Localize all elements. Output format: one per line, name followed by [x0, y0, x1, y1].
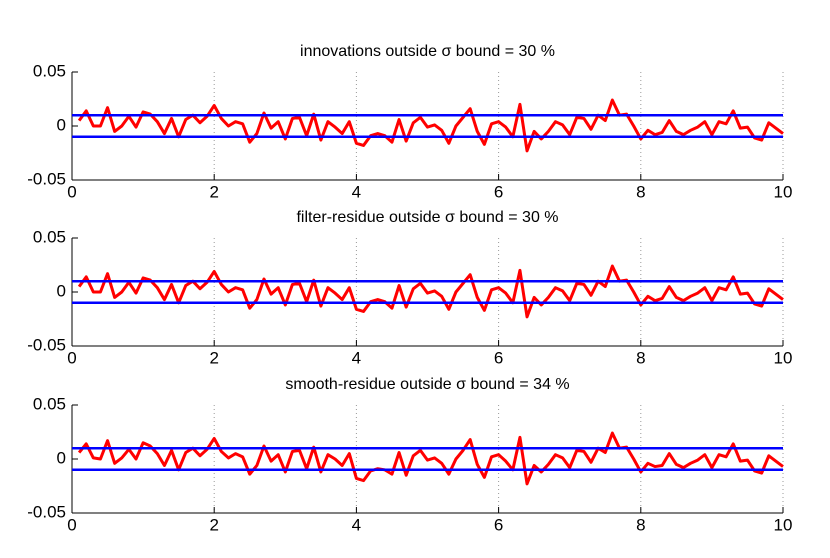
x-tick-label: 4 [352, 348, 361, 367]
residual-line [77, 431, 784, 486]
x-tick-label: 0 [67, 182, 76, 201]
residual-line [77, 98, 784, 153]
y-tick-label: 0.05 [33, 227, 66, 246]
y-tick-label: -0.05 [27, 335, 66, 354]
x-tick-label: 2 [209, 348, 218, 367]
subplot-title: smooth-residue outside σ bound = 34 % [285, 376, 569, 393]
y-tick-label: 0 [57, 448, 66, 467]
y-tick-label: 0.05 [33, 394, 66, 413]
x-tick-label: 10 [774, 182, 793, 201]
subplot-title: filter-residue outside σ bound = 30 % [296, 209, 558, 226]
x-tick-label: 4 [352, 515, 361, 534]
x-tick-label: 6 [494, 182, 503, 201]
x-tick-label: 8 [636, 182, 645, 201]
x-tick-label: 8 [636, 348, 645, 367]
y-tick-label: 0 [57, 281, 66, 300]
x-tick-label: 8 [636, 515, 645, 534]
x-tick-label: 10 [774, 348, 793, 367]
x-tick-label: 0 [67, 348, 76, 367]
residual-line [77, 264, 784, 319]
y-tick-label: -0.05 [27, 502, 66, 521]
x-tick-label: 2 [209, 515, 218, 534]
y-tick-label: -0.05 [27, 169, 66, 188]
x-tick-label: 6 [494, 515, 503, 534]
y-tick-label: 0 [57, 115, 66, 134]
x-tick-label: 6 [494, 348, 503, 367]
x-tick-label: 0 [67, 515, 76, 534]
x-tick-label: 4 [352, 182, 361, 201]
x-tick-label: 10 [774, 515, 793, 534]
subplot-title: innovations outside σ bound = 30 % [300, 43, 555, 60]
x-tick-label: 2 [209, 182, 218, 201]
y-tick-label: 0.05 [33, 61, 66, 80]
